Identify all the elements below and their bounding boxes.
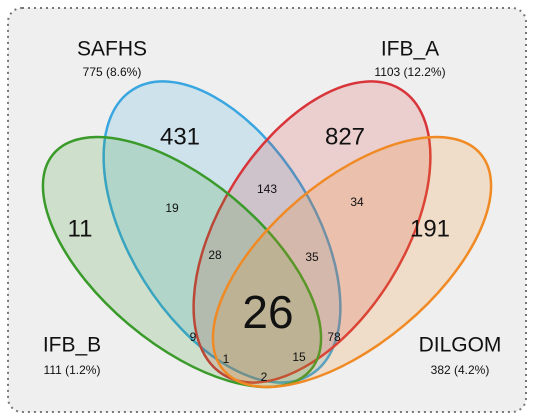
set-label: 775 (8.6%): [83, 65, 142, 79]
region-count: 34: [350, 195, 364, 209]
set-label: 382 (4.2%): [431, 363, 490, 377]
region-count: 431: [160, 123, 200, 150]
region-count: 11: [68, 215, 93, 242]
frame: [7, 7, 527, 413]
ellipse-ifb-b: [41, 135, 323, 389]
region-count: 143: [257, 182, 277, 196]
ellipse-safhs: [102, 80, 342, 384]
ellipse-ifb-a: [192, 80, 432, 384]
set-label: 111 (1.2%): [44, 363, 101, 377]
ellipse-dilgom: [211, 135, 493, 389]
region-count: 19: [165, 201, 179, 215]
set-label: 1103 (12.2%): [374, 65, 445, 79]
set-name: IFB_A: [381, 38, 439, 61]
region-count: 1: [223, 352, 230, 366]
ellipses: [41, 80, 493, 389]
set-name: SAFHS: [77, 38, 147, 61]
region-count: 78: [327, 330, 341, 344]
region-count: 191: [410, 215, 450, 242]
region-count: 827: [325, 123, 365, 150]
region-count: 28: [208, 248, 222, 262]
region-count: 35: [305, 250, 319, 264]
region-count: 26: [242, 286, 293, 338]
region-count: 2: [261, 370, 268, 384]
set-name: IFB_B: [43, 334, 101, 357]
region-count: 15: [292, 350, 306, 364]
set-name: DILGOM: [419, 334, 502, 357]
region-count: 9: [190, 330, 197, 344]
